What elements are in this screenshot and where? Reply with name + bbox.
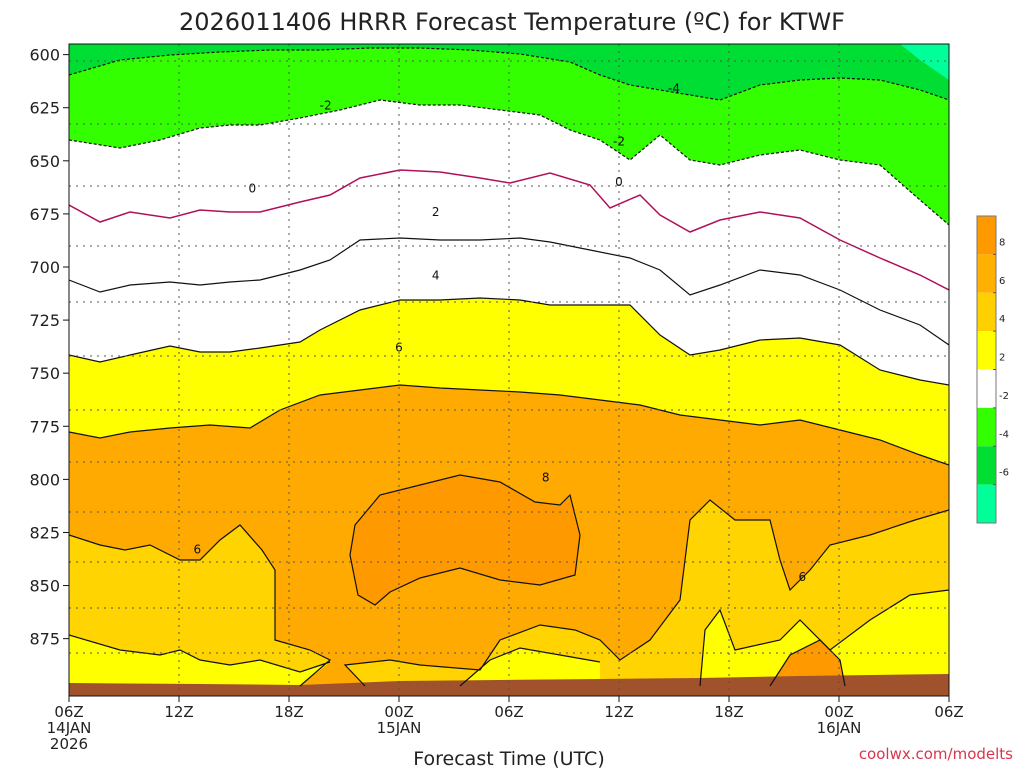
y-tick-label: 825 — [29, 523, 60, 542]
contour-label: 4 — [432, 268, 440, 282]
colorbar-label: -2 — [999, 391, 1009, 402]
contour-8-small — [769, 639, 846, 687]
y-tick-label: 625 — [29, 99, 60, 118]
x-tick-label: 00Z — [384, 703, 413, 721]
colorbar-swatch — [977, 369, 996, 408]
x-tick-label: 12Z — [604, 703, 633, 721]
x-axis-label: Forecast Time (UTC) — [413, 748, 604, 768]
x-tick-label: 06Z — [934, 703, 963, 721]
contour-8-core — [349, 474, 581, 606]
x-tick-label: 16JAN — [817, 719, 862, 737]
x-tick-label: 2026 — [50, 735, 88, 753]
contour-label: 0 — [249, 181, 257, 195]
contour-label: -2 — [613, 135, 625, 149]
contour-label: -4 — [668, 82, 680, 96]
colorbar: 8 6 4 2 -2 -4 -6 — [976, 215, 1009, 524]
contour-2 — [69, 237, 949, 346]
x-tick-label: 15JAN — [377, 719, 422, 737]
x-tick-label: 14JAN — [47, 719, 92, 737]
colorbar-swatch — [977, 484, 996, 523]
colorbar-label: 6 — [999, 276, 1005, 287]
x-tick-label: 18Z — [714, 703, 743, 721]
y-tick-label: 600 — [29, 46, 60, 65]
colorbar-swatch — [977, 292, 996, 332]
y-tick-label: 800 — [29, 470, 60, 489]
x-tick-label: 06Z — [494, 703, 523, 721]
colorbar-swatch — [977, 446, 996, 485]
contour-lines — [69, 47, 949, 687]
contour-label: 2 — [432, 205, 440, 219]
contour-labels: -4 -2 -2 0 0 2 4 6 8 6 6 — [194, 82, 807, 584]
contour-6-right — [343, 499, 949, 687]
x-tick-label: 06Z — [54, 703, 83, 721]
contour-4-upper — [69, 297, 949, 386]
terrain-edge — [69, 674, 949, 696]
colorbar-swatch — [977, 216, 996, 255]
contour-label: 6 — [799, 570, 807, 584]
y-tick-label: 875 — [29, 630, 60, 649]
plot-area: -4 -2 -2 0 0 2 4 6 8 6 6 — [69, 44, 949, 696]
colorbar-swatch — [977, 331, 996, 370]
band-neg6 — [900, 44, 949, 80]
contour-6-left — [69, 524, 332, 687]
contour-4-lower-mid — [459, 647, 601, 687]
colorbar-label: -6 — [999, 468, 1009, 479]
contour-neg2 — [69, 99, 949, 226]
contour-label: 6 — [194, 542, 202, 556]
x-tick-label: 12Z — [164, 703, 193, 721]
colorbar-label: 8 — [999, 237, 1005, 248]
colorbar-swatch — [977, 407, 996, 447]
contour-label: 8 — [542, 470, 550, 484]
y-axis: 600 625 650 675 700 725 750 775 800 825 850 875 — [29, 46, 69, 649]
y-ticks: 600 625 650 675 700 725 750 775 800 825 850 875 — [29, 46, 69, 649]
contour-0 — [69, 169, 949, 291]
colorbar-label: -4 — [999, 429, 1009, 440]
contour-4-lower-left — [69, 634, 331, 673]
contour-label: 6 — [395, 341, 403, 355]
y-tick-label: 675 — [29, 205, 60, 224]
contour-6-upper — [69, 384, 949, 466]
chart-title: 2026011406 HRRR Forecast Temperature (ºC… — [179, 8, 845, 36]
y-tick-label: 650 — [29, 152, 60, 171]
y-tick-label: 750 — [29, 364, 60, 383]
contour-neg4 — [69, 47, 949, 101]
band-warm-core — [350, 475, 845, 686]
colorbar-swatch — [977, 254, 996, 293]
x-tick-label: 18Z — [274, 703, 303, 721]
y-tick-label: 700 — [29, 258, 60, 277]
contour-label: -2 — [320, 99, 332, 113]
y-tick-label: 775 — [29, 417, 60, 436]
y-tick-label: 725 — [29, 311, 60, 330]
x-tick-label: 00Z — [824, 703, 853, 721]
y-tick-label: 850 — [29, 577, 60, 596]
colorbar-label: 2 — [999, 353, 1005, 364]
contour-4-lower-right — [699, 589, 949, 687]
contour-label: 0 — [615, 175, 623, 189]
colorbar-label: 4 — [999, 314, 1005, 325]
credit-text: coolwx.com/modelts — [859, 745, 1013, 763]
